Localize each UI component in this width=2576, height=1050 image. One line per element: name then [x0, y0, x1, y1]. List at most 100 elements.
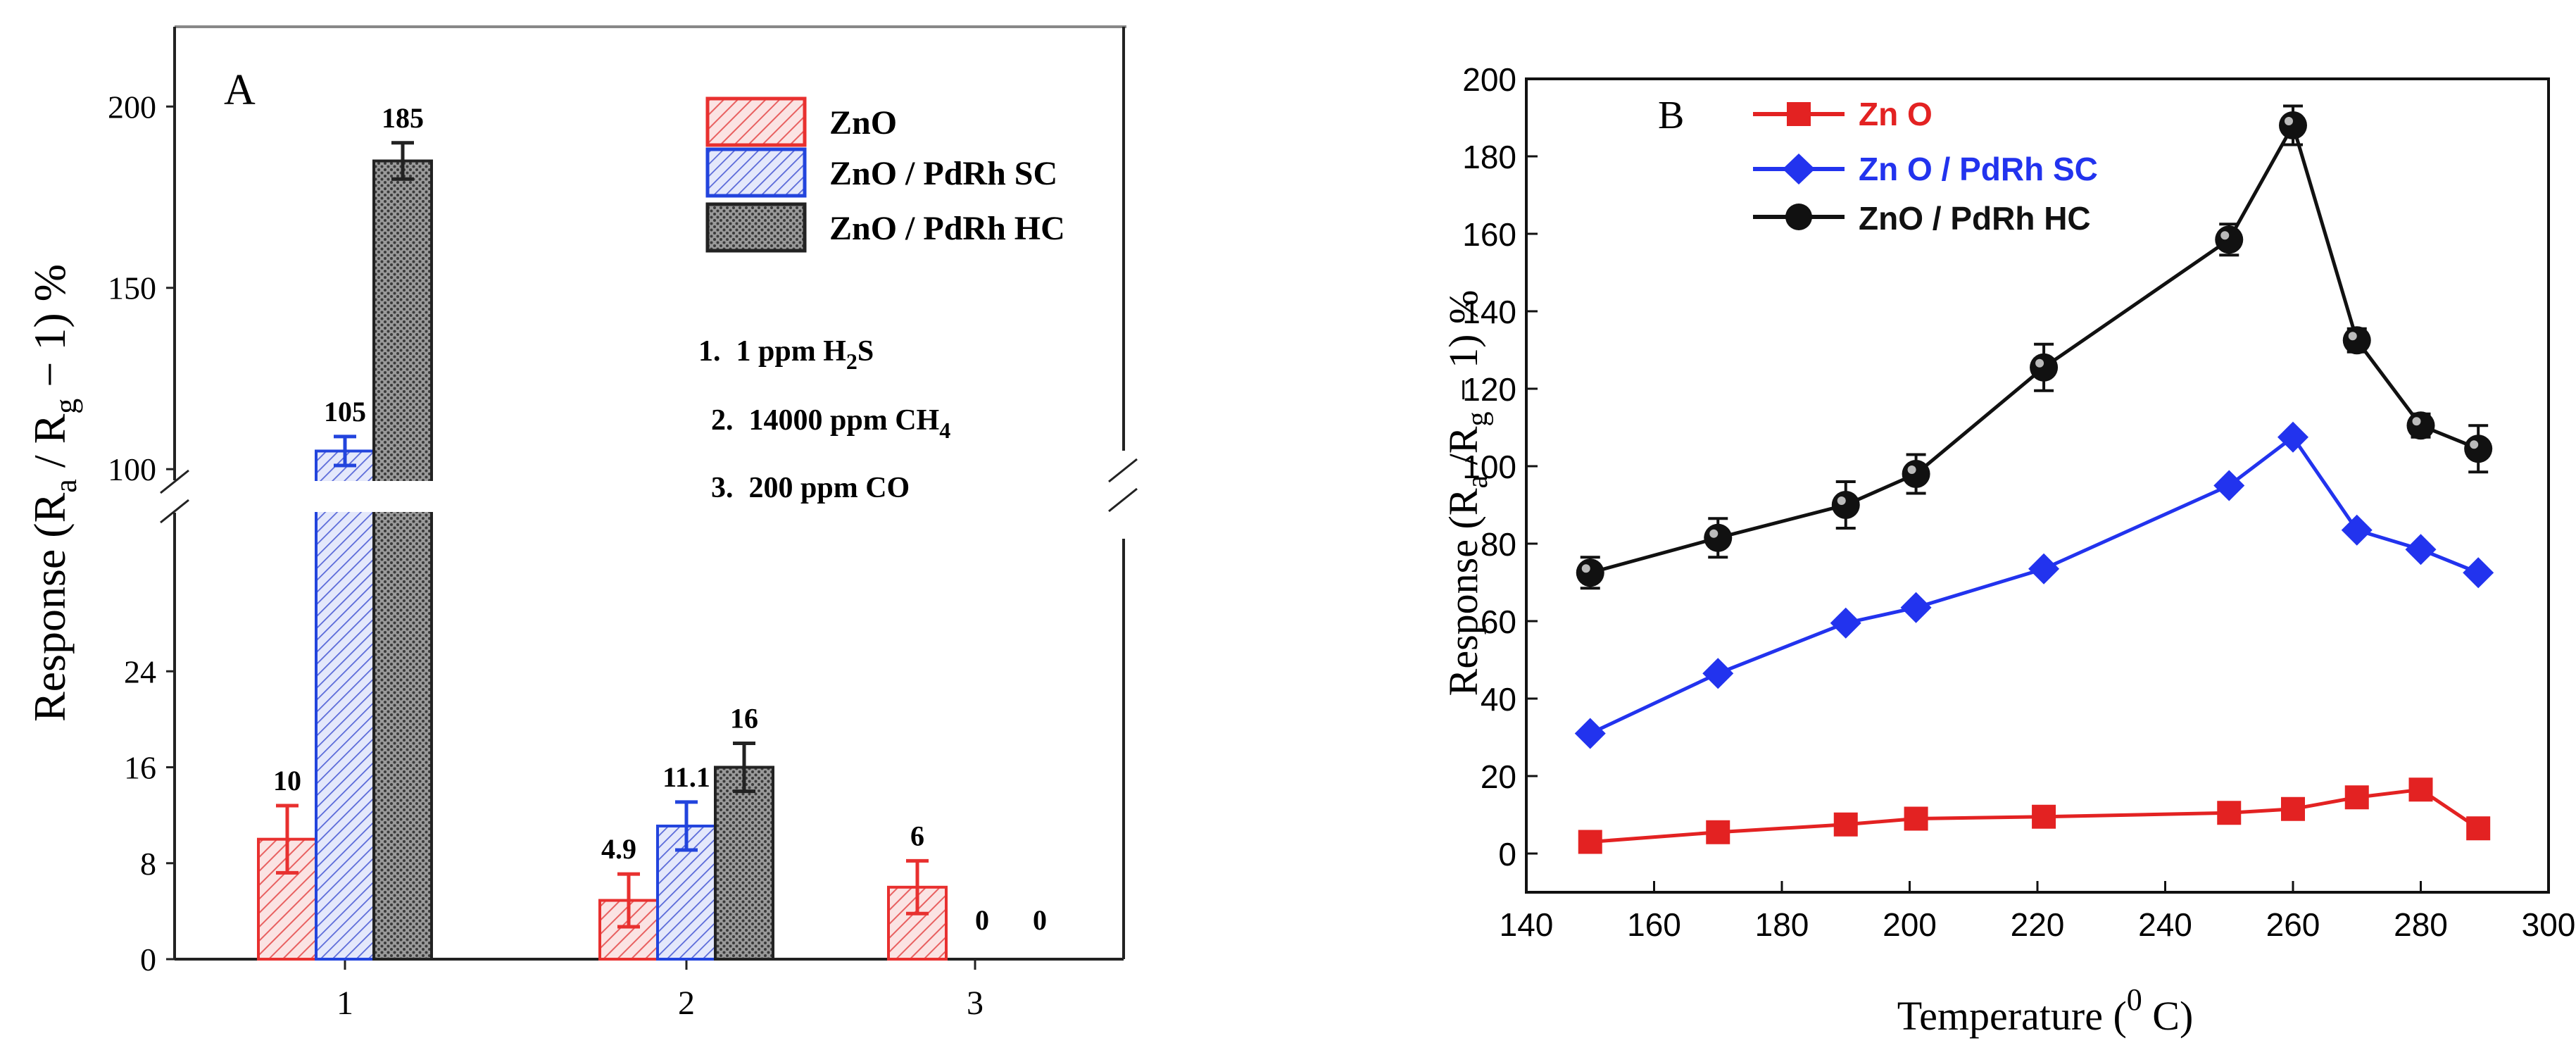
data-point	[2466, 816, 2491, 841]
y-tick-label: 20	[1481, 758, 1516, 795]
y-tick-label: 60	[1481, 604, 1516, 640]
panel-a-axis-break-mark	[160, 469, 189, 494]
panel-a-break-band	[268, 481, 479, 512]
x-tick-label: 160	[1627, 906, 1681, 943]
data-point-highlight	[1709, 529, 1719, 538]
data-point	[2344, 785, 2369, 810]
data-point	[2277, 421, 2308, 453]
gas-note-2: 2. 14000 ppm CH4	[711, 404, 950, 443]
panel-a-bars	[257, 159, 948, 961]
data-point	[1706, 820, 1730, 844]
y-tick-label: 100	[1462, 449, 1516, 485]
panel-a-legend: ZnO ZnO / PdRh SC ZnO / PdRh HC	[705, 96, 1065, 253]
gas-note-1: 1. 1 ppm H2S	[698, 335, 874, 374]
bar	[372, 159, 433, 961]
data-label: 6	[910, 820, 924, 851]
y-tick-label: 16	[124, 750, 156, 786]
panel-a-error-bars	[276, 141, 929, 929]
data-point	[1830, 607, 1861, 639]
data-label: 11.1	[662, 761, 710, 793]
panel-b-y-ticks: 0 20 40 60 80 100 120 140 160 180 200	[1462, 61, 1538, 873]
x-tick-label: 300	[2522, 906, 2576, 943]
panel-a-axis-break-mark	[160, 499, 189, 524]
legend-label: ZnO / PdRh HC	[829, 210, 1065, 247]
y-tick-label: 200	[1462, 61, 1516, 98]
data-point	[2341, 514, 2373, 546]
y-tick-label: 80	[1481, 526, 1516, 563]
data-point	[1574, 718, 1606, 749]
data-point-highlight	[2220, 231, 2230, 240]
y-tick-label: 140	[1462, 294, 1516, 330]
data-point	[1904, 806, 1928, 831]
series-line	[1590, 787, 2480, 844]
legend-item-zno-pdrh-sc: ZnO / PdRh SC	[705, 147, 1057, 198]
data-point	[2215, 225, 2244, 254]
legend-item-zno-pdrh-hc: ZnO / PdRh HC	[1753, 200, 2091, 237]
data-point-highlight	[2412, 417, 2421, 426]
data-point	[2342, 326, 2371, 355]
y-tick-label: 120	[1462, 371, 1516, 408]
y-tick-label: 160	[1462, 216, 1516, 253]
data-point	[2406, 411, 2435, 440]
data-point	[1831, 491, 1860, 519]
y-tick-label: 24	[124, 654, 156, 689]
data-point	[2030, 353, 2059, 382]
data-point	[1576, 558, 1604, 587]
y-tick-label: 40	[1481, 681, 1516, 718]
x-tick-label: 200	[1883, 906, 1937, 943]
x-tick-label: 2	[678, 985, 695, 1022]
panel-b-series	[1574, 104, 2494, 854]
legend-label: Zn O	[1859, 96, 1933, 132]
panel-b-y-axis-label: Response (Ra /Rg − 1) %	[1440, 290, 1494, 696]
x-tick-label: 3	[967, 985, 984, 1022]
y-tick-label: 150	[108, 270, 156, 306]
data-point	[2279, 111, 2307, 139]
panel-b-legend: Zn O Zn O / PdRh SC ZnO / PdRh HC	[1753, 96, 2098, 237]
legend-label: ZnO / PdRh SC	[829, 155, 1057, 192]
data-point	[2463, 557, 2494, 589]
legend-item-zno-pdrh-sc: Zn O / PdRh SC	[1753, 151, 2098, 187]
gas-note-3: 3. 200 ppm CO	[711, 472, 910, 504]
data-point-highlight	[2035, 358, 2044, 368]
x-tick-label: 1	[337, 985, 353, 1022]
panel-a-y-axis-label: Response (Ra / Rg − 1) %	[25, 264, 83, 722]
series-line	[1590, 120, 2480, 575]
panel-b-label: B	[1658, 94, 1684, 137]
panel-a-y-ticks: 0 8 16 24 100 150 200	[108, 89, 175, 977]
data-label: 0	[1033, 904, 1047, 936]
y-tick-label: 0	[1498, 836, 1516, 873]
data-point-highlight	[1581, 564, 1590, 573]
data-point	[2028, 553, 2060, 585]
legend-label: ZnO	[829, 104, 897, 142]
data-point	[1833, 812, 1858, 837]
data-point-highlight	[2348, 332, 2357, 341]
series-line	[1589, 435, 2480, 735]
y-tick-label: 200	[108, 89, 156, 125]
panel-b-x-axis-label: Temperature (0 C)	[1897, 982, 2194, 1039]
data-label: 0	[975, 904, 989, 936]
legend-label: ZnO / PdRh HC	[1859, 200, 2091, 237]
legend-item-zno-pdrh-hc: ZnO / PdRh HC	[705, 202, 1065, 253]
bar	[714, 765, 774, 961]
data-point	[1702, 658, 1734, 689]
data-point-highlight	[2285, 117, 2293, 125]
y-tick-label: 100	[108, 451, 156, 487]
data-label: 16	[730, 702, 758, 734]
x-tick-label: 280	[2394, 906, 2448, 943]
panel-b: 0 20 40 60 80 100 120 140 160 180 200 140 160 180 200…	[1440, 61, 2575, 1039]
data-point-highlight	[2470, 440, 2479, 449]
data-point	[2405, 534, 2437, 565]
data-point	[2213, 470, 2245, 501]
data-point	[1704, 523, 1733, 552]
data-label: 10	[273, 765, 301, 796]
bar	[315, 449, 375, 961]
data-point-highlight	[1837, 496, 1846, 505]
panel-a-data-labels: 10 4.9 6 105 11.1 0 185 16 0	[273, 102, 1047, 936]
data-point	[2408, 777, 2433, 802]
panel-a-axis-break-mark	[1108, 487, 1138, 513]
panel-a-gas-notes: 1. 1 ppm H2S 2. 14000 ppm CH4 3. 200 ppm CO	[698, 335, 950, 504]
legend-item-zno: ZnO	[705, 96, 897, 147]
x-tick-label: 260	[2266, 906, 2320, 943]
